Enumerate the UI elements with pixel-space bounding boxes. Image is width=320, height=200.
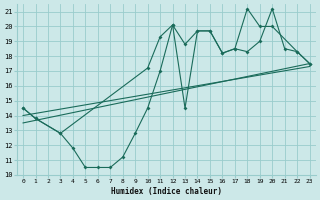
X-axis label: Humidex (Indice chaleur): Humidex (Indice chaleur) — [111, 187, 222, 196]
